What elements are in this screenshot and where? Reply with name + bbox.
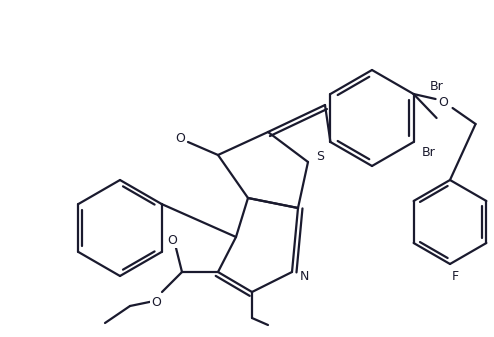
Text: O: O [439, 95, 449, 109]
Text: O: O [167, 234, 177, 246]
Text: Br: Br [421, 146, 435, 158]
Text: N: N [299, 271, 309, 283]
Text: O: O [151, 296, 161, 308]
Text: F: F [452, 270, 458, 282]
Text: O: O [175, 132, 185, 146]
Text: S: S [316, 151, 324, 163]
Text: Br: Br [430, 80, 443, 92]
